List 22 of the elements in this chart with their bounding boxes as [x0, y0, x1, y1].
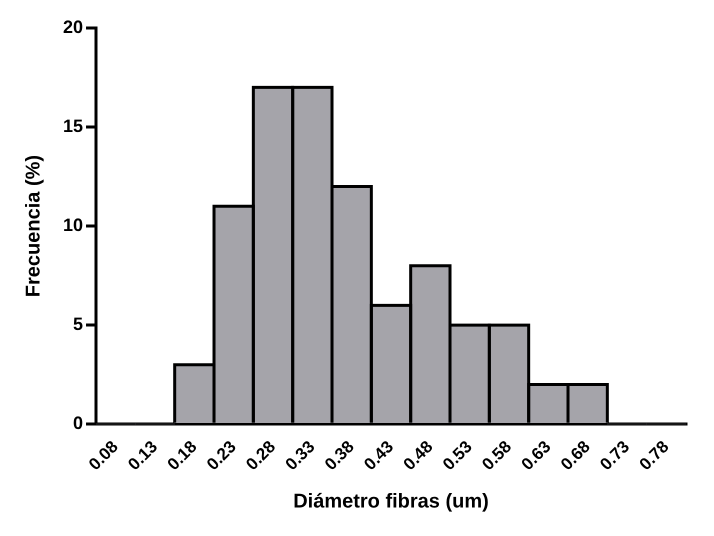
x-tick-label: 0.48	[400, 437, 436, 474]
x-tick-label: 0.73	[596, 437, 634, 474]
x-tick-label: 0.08	[84, 437, 122, 474]
x-axis-title: Diámetro fibras (um)	[293, 490, 489, 513]
x-tick-label: 0.58	[478, 437, 516, 474]
x-tick-label: 0.43	[360, 437, 398, 474]
y-tick-label: 20	[62, 16, 84, 37]
y-tick-label: 5	[73, 314, 84, 334]
x-tick-label: 0.68	[556, 437, 594, 474]
y-tick-label: 15	[62, 116, 84, 136]
y-tick-label: 0	[73, 413, 84, 434]
x-tick-label: 0.23	[202, 437, 240, 474]
x-tick-label: 0.13	[124, 437, 162, 474]
y-axis-title: Frecuencia (%)	[22, 154, 45, 298]
x-tick-label: 0.18	[164, 437, 200, 474]
x-tick-label: 0.28	[242, 437, 280, 474]
x-tick-label: 0.38	[320, 437, 358, 474]
x-tick-label: 0.78	[636, 437, 672, 474]
x-tick-label: 0.33	[282, 437, 318, 474]
x-tick-label: 0.53	[438, 437, 476, 474]
y-tick-label: 10	[62, 215, 84, 236]
x-tick-label: 0.63	[518, 437, 554, 474]
